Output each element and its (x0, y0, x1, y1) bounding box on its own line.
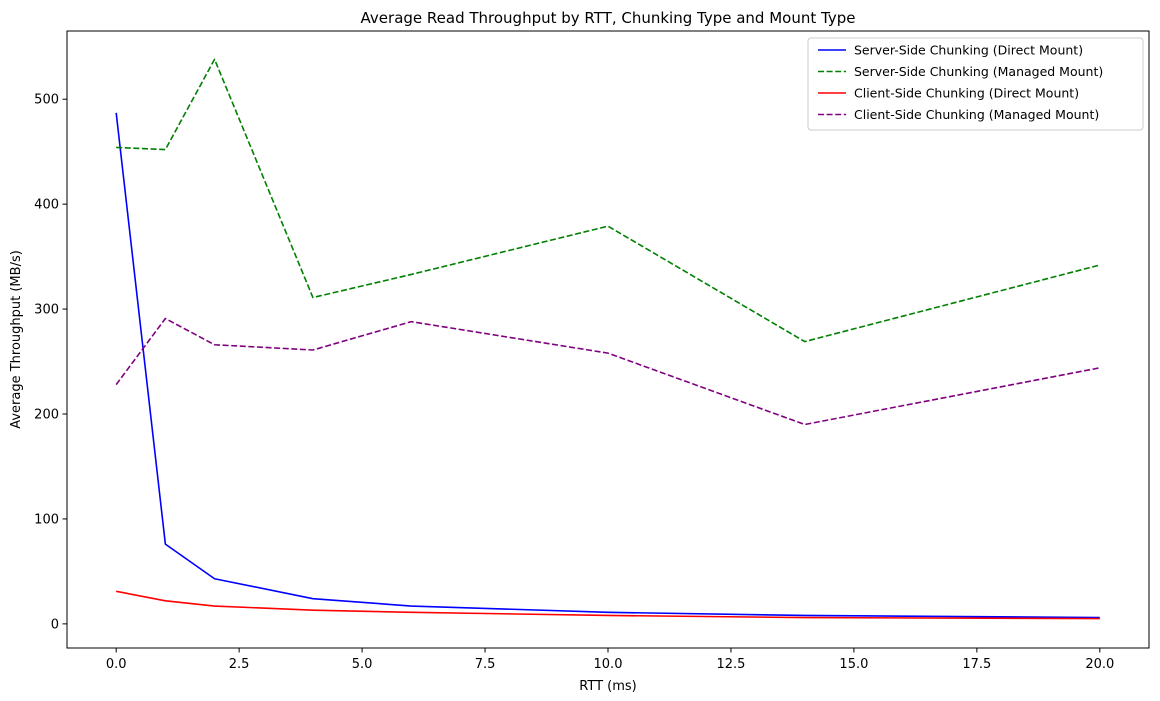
x-tick-label: 10.0 (594, 657, 623, 672)
x-tick-label: 17.5 (962, 657, 991, 672)
x-tick-label: 2.5 (229, 657, 250, 672)
y-tick-label: 100 (34, 512, 59, 527)
legend-label: Client-Side Chunking (Direct Mount) (854, 86, 1079, 101)
y-axis-label: Average Throughput (MB/s) (9, 250, 24, 429)
x-tick-label: 5.0 (352, 657, 373, 672)
x-tick-label: 12.5 (716, 657, 745, 672)
y-tick-label: 200 (34, 408, 59, 423)
x-tick-label: 20.0 (1085, 657, 1114, 672)
series-line-2 (116, 58, 1101, 343)
x-axis-label: RTT (ms) (579, 679, 636, 694)
x-tick-label: 7.5 (475, 657, 496, 672)
series-lines (115, 58, 1101, 620)
y-tick-label: 400 (34, 198, 59, 213)
series-line-1 (115, 112, 1100, 619)
x-tick-label: 0.0 (106, 657, 127, 672)
legend-label: Server-Side Chunking (Direct Mount) (854, 43, 1083, 58)
y-tick-label: 300 (34, 303, 59, 318)
legend-label: Server-Side Chunking (Managed Mount) (854, 64, 1103, 79)
legend: Server-Side Chunking (Direct Mount) Serve… (807, 37, 1144, 131)
y-axis-ticks: 0 100 200 300 400 500 (34, 93, 67, 632)
x-tick-label: 15.0 (839, 657, 868, 672)
legend-label: Client-Side Chunking (Managed Mount) (854, 107, 1099, 122)
series-line-4 (115, 317, 1100, 426)
legend-box (807, 37, 1144, 131)
y-tick-label: 0 (51, 617, 59, 632)
chart-title: Average Read Throughput by RTT, Chunking… (361, 9, 856, 27)
series-line-3 (116, 590, 1100, 620)
y-tick-label: 500 (34, 93, 59, 108)
x-axis-ticks: 0.0 2.5 5.0 7.5 10.0 12.5 15.0 17.5 20.0 (106, 648, 1114, 672)
